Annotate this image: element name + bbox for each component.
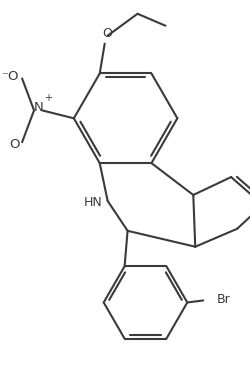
Text: Br: Br bbox=[216, 293, 229, 306]
Text: O: O bbox=[102, 27, 112, 40]
Text: +: + bbox=[44, 93, 52, 104]
Text: ⁻O: ⁻O bbox=[2, 70, 19, 83]
Text: O: O bbox=[9, 138, 19, 151]
Text: HN: HN bbox=[83, 197, 102, 209]
Text: N: N bbox=[34, 101, 44, 114]
